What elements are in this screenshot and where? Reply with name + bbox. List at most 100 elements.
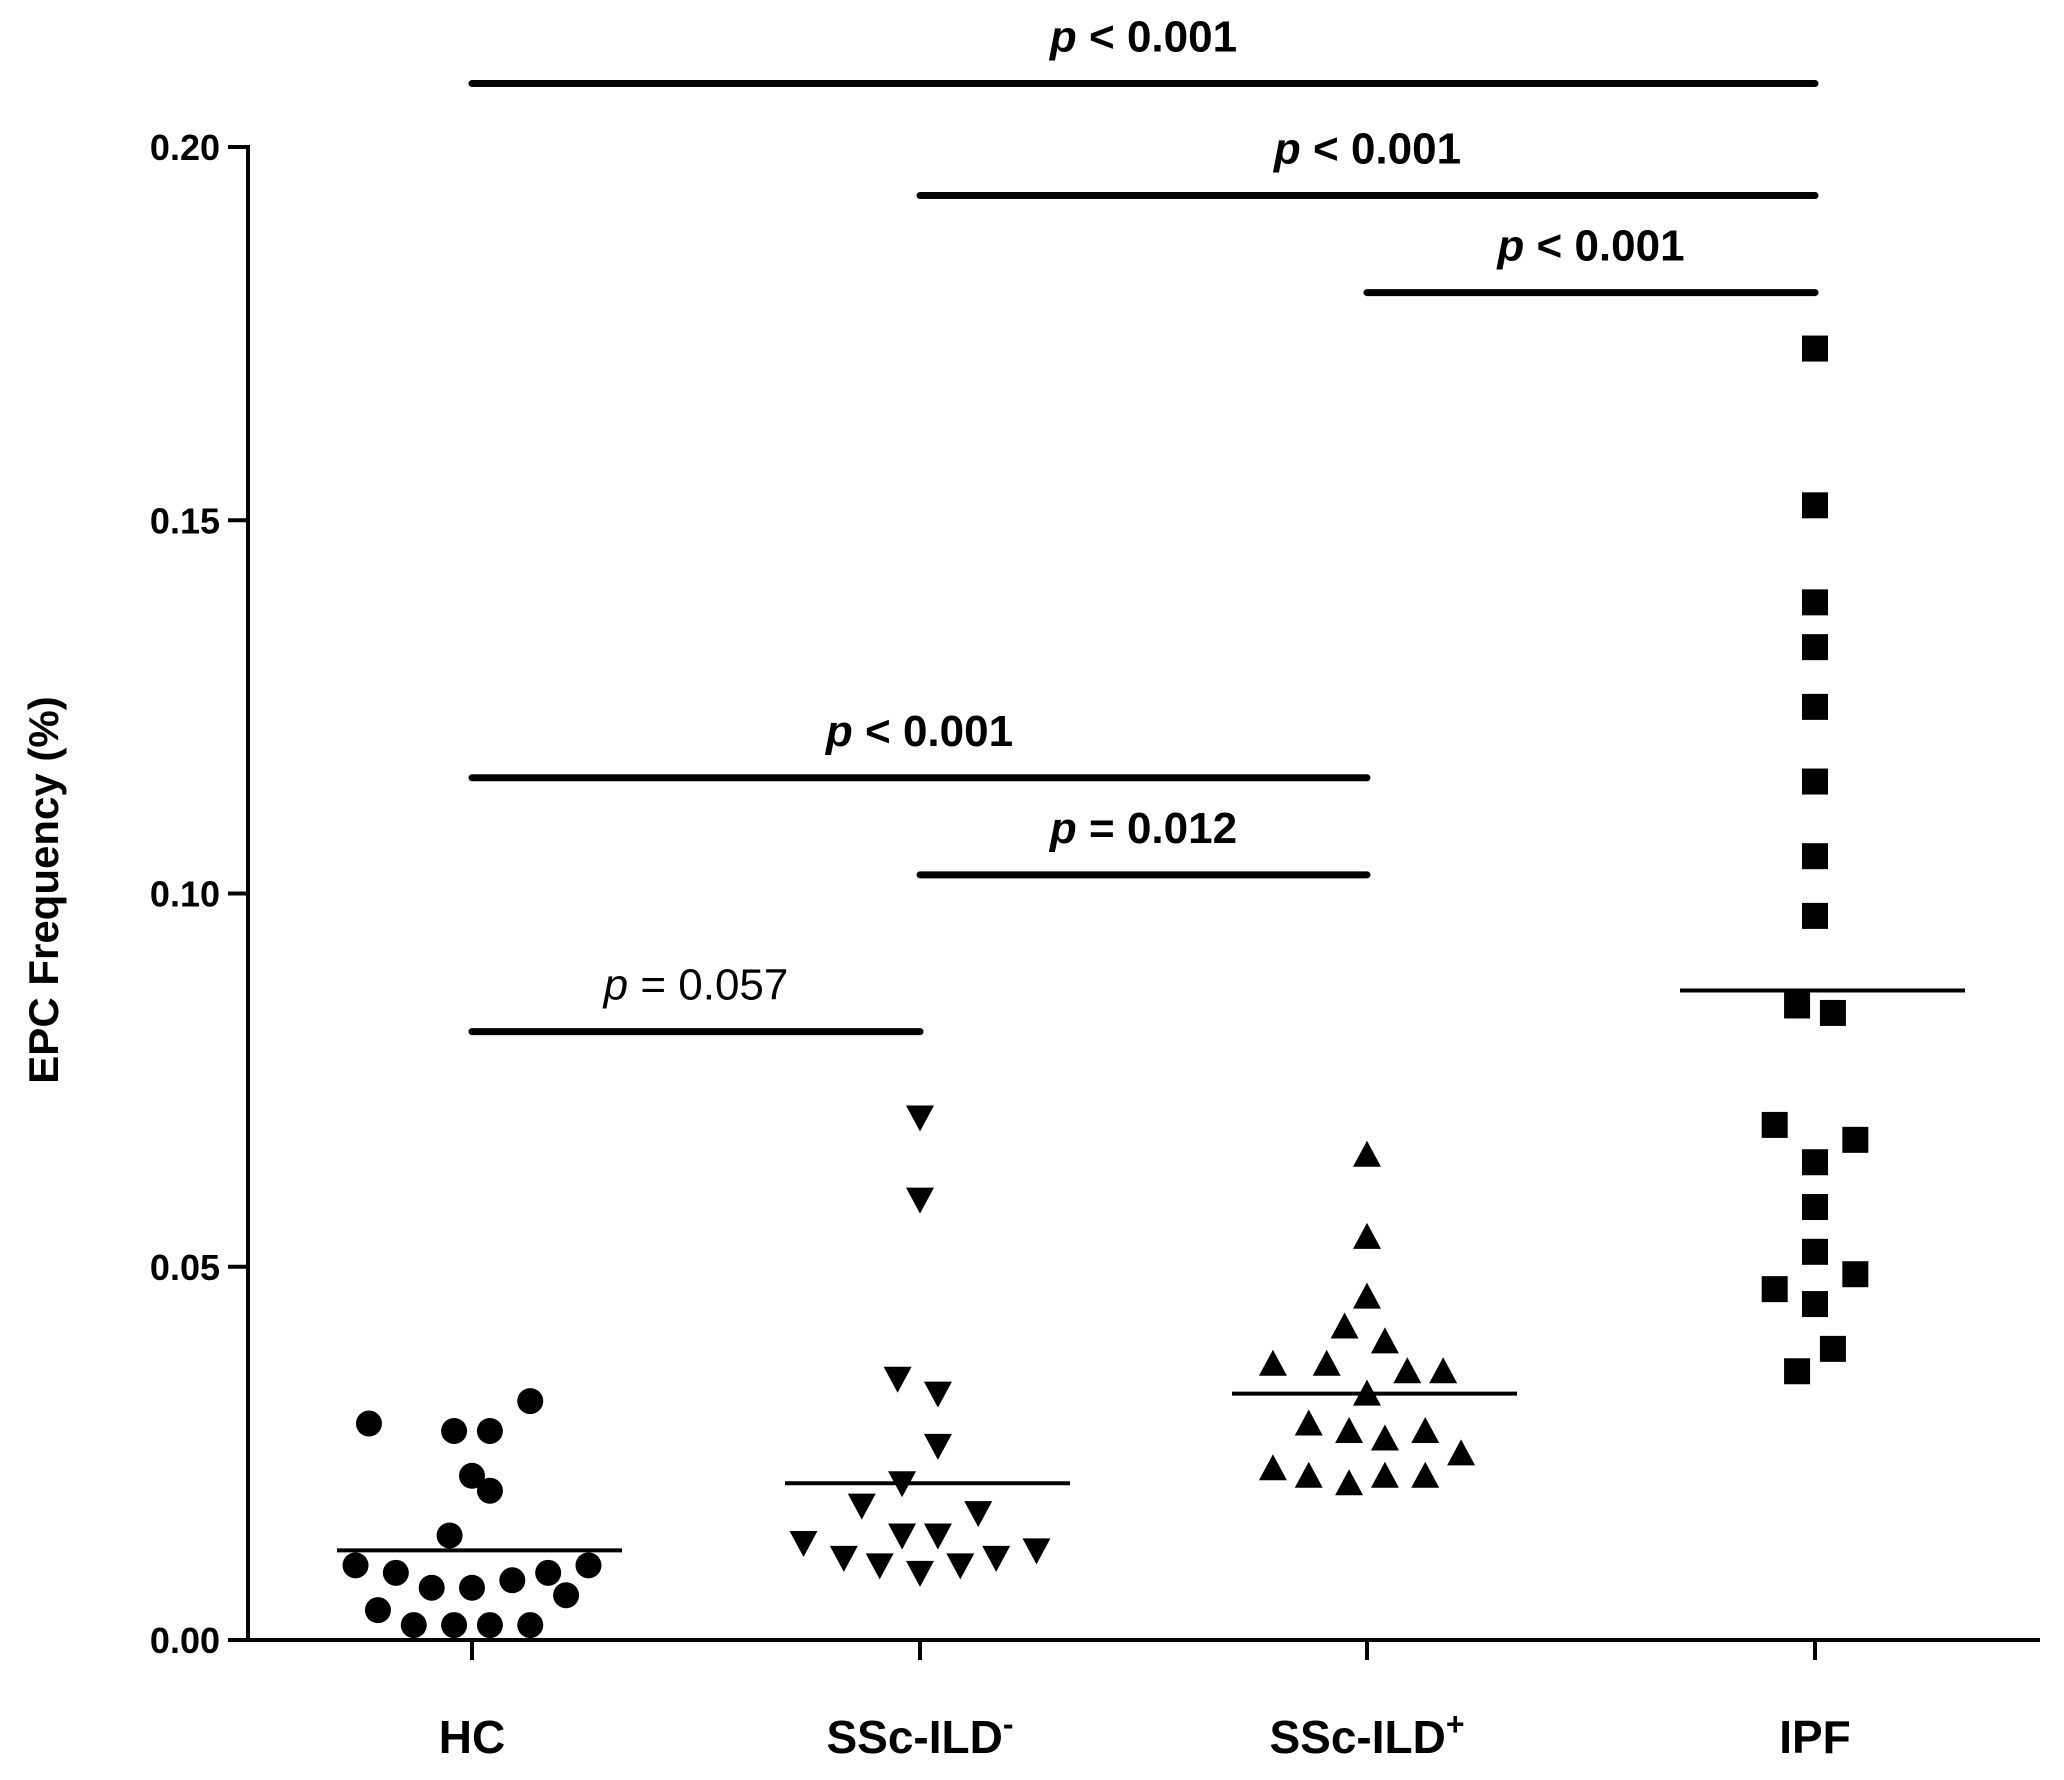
p-value: < 0.001	[1524, 222, 1684, 271]
data-point-triangle-up	[1312, 1349, 1341, 1376]
data-point-circle	[418, 1574, 445, 1601]
data-point-circle	[382, 1559, 409, 1586]
category-label-text: SSc-ILD	[826, 1711, 1002, 1763]
data-point-triangle-up	[1258, 1454, 1287, 1481]
category-label: SSc-ILD-	[826, 1706, 1013, 1763]
data-point-circle	[400, 1612, 427, 1639]
data-point-triangle-up	[1294, 1409, 1323, 1436]
data-point-triangle-down	[888, 1523, 917, 1550]
data-point-triangle-down	[865, 1553, 894, 1580]
p-value: < 0.001	[1301, 125, 1461, 174]
p-value: < 0.001	[1077, 13, 1237, 62]
y-tick-label: 0.15	[150, 500, 220, 541]
data-point-triangle-down	[923, 1523, 952, 1550]
p-value-label: p < 0.001	[1496, 222, 1684, 271]
data-point-triangle-up	[1353, 1379, 1381, 1406]
data-point-circle	[342, 1552, 369, 1579]
data-point-square	[1761, 1276, 1788, 1303]
y-axis-title: EPC Frequency (%)	[20, 696, 67, 1083]
data-point-square	[1802, 634, 1828, 661]
data-point-square	[1802, 902, 1828, 929]
data-point-circle	[441, 1612, 468, 1639]
data-point-triangle-up	[1411, 1416, 1440, 1443]
data-point-circle	[575, 1552, 602, 1579]
data-point-triangle-down	[888, 1471, 917, 1498]
p-value: = 0.012	[1077, 804, 1237, 853]
data-point-square	[1842, 1126, 1869, 1153]
data-point-square	[1802, 1238, 1828, 1265]
data-point-square	[1842, 1261, 1869, 1288]
data-point-square	[1802, 1149, 1828, 1176]
p-value-label: p = 0.057	[602, 961, 789, 1010]
data-point-triangle-up	[1335, 1416, 1364, 1443]
data-point-triangle-up	[1353, 1222, 1381, 1249]
data-point-circle	[499, 1567, 526, 1594]
data-point-triangle-up	[1370, 1327, 1399, 1354]
p-symbol: p	[602, 961, 628, 1010]
p-value-label: p < 0.001	[1049, 13, 1237, 62]
data-point-triangle-down	[982, 1545, 1011, 1572]
data-point-square	[1802, 1291, 1828, 1318]
data-point-triangle-down	[906, 1187, 934, 1214]
data-point-square	[1802, 335, 1828, 362]
data-point-square	[1802, 589, 1828, 616]
data-point-circle	[364, 1597, 391, 1624]
data-point-triangle-up	[1393, 1357, 1422, 1384]
data-point-square	[1761, 1111, 1788, 1138]
data-point-circle	[355, 1410, 382, 1437]
p-value-label: p = 0.012	[1049, 804, 1237, 853]
data-point-triangle-down	[1022, 1538, 1051, 1565]
p-symbol: p	[1496, 222, 1524, 271]
data-point-triangle-down	[847, 1493, 876, 1520]
data-point-triangle-down	[883, 1366, 912, 1393]
data-point-square	[1802, 1194, 1828, 1221]
data-point-circle	[517, 1388, 544, 1415]
data-point-circle	[476, 1612, 503, 1639]
data-point-triangle-up	[1330, 1312, 1359, 1339]
data-point-square	[1802, 768, 1828, 795]
data-point-triangle-down	[923, 1433, 952, 1460]
data-point-circle	[436, 1522, 463, 1549]
data-point-square	[1819, 1335, 1846, 1362]
y-tick-label: 0.10	[150, 874, 220, 915]
category-label: HC	[439, 1711, 505, 1763]
p-symbol: p	[1273, 125, 1301, 174]
y-tick-label: 0.05	[150, 1247, 220, 1288]
data-point-triangle-up	[1258, 1349, 1287, 1376]
category-label: SSc-ILD+	[1269, 1706, 1464, 1763]
data-point-triangle-up	[1447, 1439, 1476, 1466]
data-point-circle	[517, 1612, 544, 1639]
p-symbol: p	[1049, 13, 1077, 62]
data-point-triangle-up	[1370, 1424, 1399, 1451]
data-point-triangle-up	[1294, 1461, 1323, 1488]
data-point-circle	[535, 1559, 562, 1586]
data-point-triangle-up	[1335, 1469, 1364, 1496]
category-label-text: IPF	[1779, 1711, 1851, 1763]
data-point-square	[1784, 1358, 1811, 1385]
data-point-square	[1802, 693, 1828, 720]
category-label-superscript: +	[1446, 1706, 1465, 1742]
category-label-superscript: -	[1003, 1706, 1014, 1742]
category-label-text: SSc-ILD	[1269, 1711, 1445, 1763]
data-point-square	[1819, 999, 1846, 1026]
mean-lines	[337, 988, 1965, 1553]
category-label: IPF	[1779, 1711, 1851, 1763]
y-tick-label: 0.20	[150, 127, 220, 168]
y-tick-label: 0.00	[150, 1620, 220, 1661]
data-point-triangle-up	[1370, 1461, 1399, 1488]
data-point-triangle-up	[1429, 1357, 1458, 1384]
p-value: < 0.001	[853, 707, 1013, 756]
data-point-square	[1784, 992, 1811, 1019]
data-point-triangle-up	[1353, 1140, 1381, 1167]
data-point-triangle-down	[906, 1105, 934, 1132]
data-point-circle	[476, 1417, 503, 1444]
data-point-circle	[476, 1477, 503, 1504]
data-point-circle	[459, 1462, 485, 1489]
data-point-square	[1802, 843, 1828, 870]
data-point-triangle-up	[1353, 1282, 1381, 1309]
p-value: = 0.057	[628, 961, 788, 1010]
data-point-square	[1802, 492, 1828, 519]
data-point-circle	[441, 1417, 468, 1444]
